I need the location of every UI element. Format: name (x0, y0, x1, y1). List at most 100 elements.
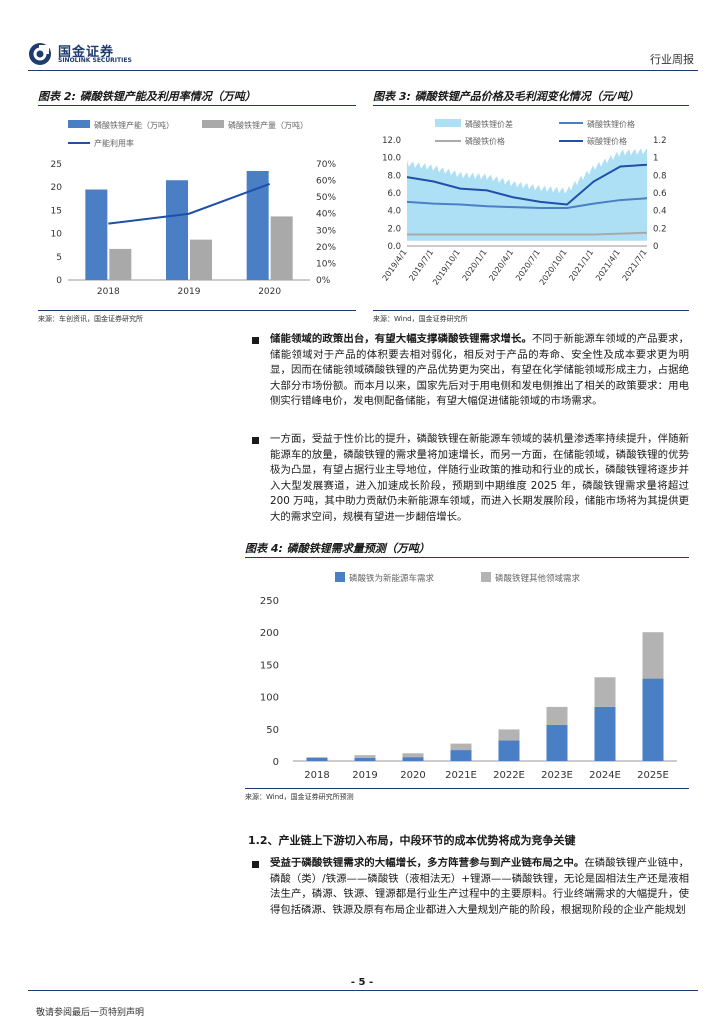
line-utilization (108, 182, 271, 225)
paragraph-lead: 储能领域的政策出台，有望大幅支撑磷酸铁锂需求增长。 (270, 333, 532, 345)
y-tick-label: 10 (51, 230, 63, 240)
bar-other-demand (354, 755, 376, 758)
x-tick-label: 2023E (541, 770, 573, 781)
paragraph-body: 一方面，受益于性价比的提升，磷酸铁锂在新能源车领域的装机量渗透率持续提升，伴随新… (270, 433, 689, 523)
figure3-bottom-rule (373, 310, 689, 311)
figure4-bottom-rule (245, 788, 689, 789)
bar-other-demand (450, 743, 472, 751)
y-tick-label: 6.0 (387, 189, 401, 199)
bar-output (270, 216, 293, 280)
report-type: 行业周报 (650, 53, 694, 66)
figure4-title: 图表 4: 磷酸铁锂需求量预测（万吨） (245, 540, 689, 558)
line-lfp-price (406, 197, 648, 210)
paragraph-storage-policy: 储能领域的政策出台，有望大幅支撑磷酸铁锂需求增长。不同于新能源车领域的产品要求，… (270, 332, 689, 410)
figure2-chart: 磷酸铁锂产能（万吨） 磷酸铁锂产量（万吨） 产能利用率 0 5 10 15 20 25 0% 10%… (51, 120, 336, 297)
legend-swatch-spread (435, 119, 461, 127)
y2-tick-label: 0.2 (653, 224, 667, 234)
legend-label-capacity: 磷酸铁锂产能（万吨） (94, 120, 174, 130)
paragraph-lead: 受益于磷酸铁锂需求的大幅增长，多方阵营参与到产业链布局之中。 (270, 857, 585, 869)
x-tick-label: 2025E (637, 770, 669, 781)
x-tick-label: 2019/7/1 (407, 248, 435, 283)
x-tick-label: 2019/4/1 (381, 248, 409, 283)
x-tick-label: 2018 (304, 770, 329, 781)
paragraph-body: 在磷酸铁锂产业链中，磷酸（类）/铁源——磷酸铁（液相法无）+锂源——磷酸铁锂，无… (270, 857, 689, 916)
bullet-marker (252, 337, 259, 344)
legend-label-fp: 磷酸铁价格 (465, 136, 505, 146)
bar-capacity (85, 189, 108, 280)
paragraph-body: 不同于新能源车领域的产品要求，储能领域对于产品的体积要去相对弱化，相反对于产品的… (270, 333, 690, 408)
y-tick-label: 25 (51, 160, 62, 170)
y-tick-label: 15 (51, 206, 62, 216)
y-tick-label: 5 (56, 253, 62, 263)
bar-capacity (246, 170, 269, 280)
y2-tick-label: 0% (316, 276, 331, 286)
y-tick-label: 50 (266, 725, 279, 736)
x-tick-label: 2020/10/1 (538, 248, 569, 287)
logo-text-en: SINOLINK SECURITIES (58, 57, 132, 64)
disclaimer-note: 敬请参阅最后一页特别声明 (36, 1008, 145, 1018)
x-tick-label: 2020 (258, 287, 281, 297)
bar-ev-demand (402, 757, 424, 761)
y-tick-label: 200 (260, 628, 279, 639)
legend-swatch-ev (335, 572, 345, 582)
y2-tick-label: 0.4 (653, 207, 667, 217)
bar-other-demand (546, 706, 568, 725)
bar-ev-demand (450, 750, 472, 761)
y-tick-label: 20 (51, 183, 63, 193)
sinolink-logo-icon (29, 43, 51, 65)
logo-text-cn: 国金证券 (58, 45, 115, 60)
legend-label-lfp: 磷酸铁锂价格 (587, 119, 635, 129)
bar-capacity (166, 180, 188, 280)
bullet-marker (252, 861, 259, 868)
x-tick-label: 2019 (352, 770, 377, 781)
y2-tick-label: 40% (316, 210, 336, 220)
bar-output (190, 239, 212, 280)
legend-label-spread: 磷酸铁锂价差 (465, 119, 513, 129)
line-lithium-carbonate-price (406, 163, 648, 206)
x-tick-label: 2022E (493, 770, 525, 781)
x-tick-label: 2020/4/1 (487, 248, 515, 283)
y-tick-label: 4.0 (387, 207, 401, 217)
y-tick-label: 10.0 (382, 154, 401, 164)
figure4-chart: 磷酸铁为新能源车需求 磷酸铁锂其他领域需求 0 50 100 150 200 250 2018 2… (260, 572, 677, 781)
bar-other-demand (594, 677, 616, 707)
bar-other-demand (498, 729, 520, 741)
bar-other-demand (402, 753, 424, 758)
x-tick-label: 2019/10/1 (431, 248, 462, 287)
bar-ev-demand (498, 740, 520, 761)
legend-label-other: 磷酸铁锂其他领域需求 (495, 573, 581, 584)
bar-ev-demand (354, 757, 376, 761)
figure3-title: 图表 3: 磷酸铁锂产品价格及毛利润变化情况（元/吨） (373, 88, 689, 106)
legend-label-ev: 磷酸铁为新能源车需求 (349, 573, 435, 584)
figure3-source: 来源：Wind，国金证券研究所 (373, 315, 468, 323)
bar-ev-demand (306, 757, 328, 761)
y2-tick-label: 20% (316, 243, 336, 253)
y2-tick-label: 30% (316, 226, 336, 236)
area-spread (407, 147, 647, 241)
bar-other-demand (642, 632, 664, 679)
header-rule (28, 70, 698, 71)
footer-rule (28, 990, 698, 991)
y2-tick-label: 10% (316, 259, 336, 269)
y2-tick-label: 70% (316, 160, 336, 170)
bar-ev-demand (594, 706, 616, 761)
legend-label-output: 磷酸铁锂产量（万吨） (228, 120, 308, 130)
y-tick-label: 12.0 (382, 136, 401, 146)
legend-swatch-output (202, 120, 224, 128)
y2-tick-label: 0.6 (653, 189, 667, 199)
page-number: - 5 - (350, 977, 374, 988)
x-tick-label: 2020/1/1 (461, 248, 489, 283)
bar-output (109, 248, 132, 280)
figure2-bottom-rule (38, 310, 356, 311)
figure4-source: 来源：Wind，国金证券研究所预测 (245, 793, 354, 801)
y2-tick-label: 60% (316, 177, 336, 187)
y-tick-label: 0.0 (387, 242, 401, 252)
y-tick-label: 250 (260, 596, 279, 607)
y2-tick-label: 0.8 (653, 171, 667, 181)
legend-label-li: 碳酸锂价格 (587, 136, 627, 146)
legend-swatch-other (481, 572, 491, 582)
bar-ev-demand (642, 678, 664, 761)
y-tick-label: 0 (56, 276, 62, 286)
figure2-source: 来源：车创资讯，国金证券研究所 (38, 315, 143, 323)
bullet-marker (252, 437, 259, 444)
